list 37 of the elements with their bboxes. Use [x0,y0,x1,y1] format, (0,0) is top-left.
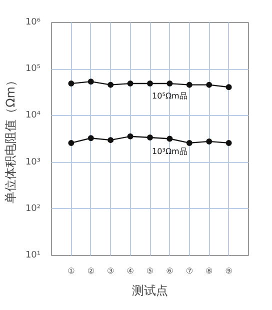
point [186,140,192,146]
x-tick-label: ② [87,266,94,276]
point [166,80,173,87]
x-tick-label: ⑤ [146,266,154,276]
series-label: 10⁵Ωm品 [152,92,188,101]
point [147,80,153,87]
x-axis-title: 测试点 [132,284,168,298]
y-tick-label: 10³ [25,157,41,168]
point [127,80,134,87]
point [206,138,212,144]
series-label: 10³Ωm品 [152,146,188,156]
point [206,82,212,88]
y-tick-label: 10² [25,204,41,214]
point [68,140,74,146]
x-tick-label: ⑥ [166,266,174,276]
point [226,140,232,146]
point [88,135,94,142]
x-tick-label: ③ [107,266,114,276]
y-tick-label: 10¹ [25,250,41,260]
y-tick-label: 10⁴ [25,110,41,121]
x-tick-label: ① [68,266,75,276]
point [88,78,94,85]
point [186,82,192,88]
x-tick-label: ⑧ [206,266,213,276]
point [226,84,232,90]
point [127,133,134,140]
x-tick-label: ④ [126,266,134,276]
point [166,136,173,142]
y-tick-label: 10⁵ [25,64,41,74]
point [147,134,153,141]
point [108,82,114,88]
point [68,80,74,87]
x-tick-label: ⑦ [186,266,193,276]
point [108,137,114,144]
y-axis-title: 单位体积电阻值（Ωm） [3,74,18,204]
y-tick-label: 10⁶ [25,18,41,28]
x-tick-label: ⑨ [225,266,232,276]
